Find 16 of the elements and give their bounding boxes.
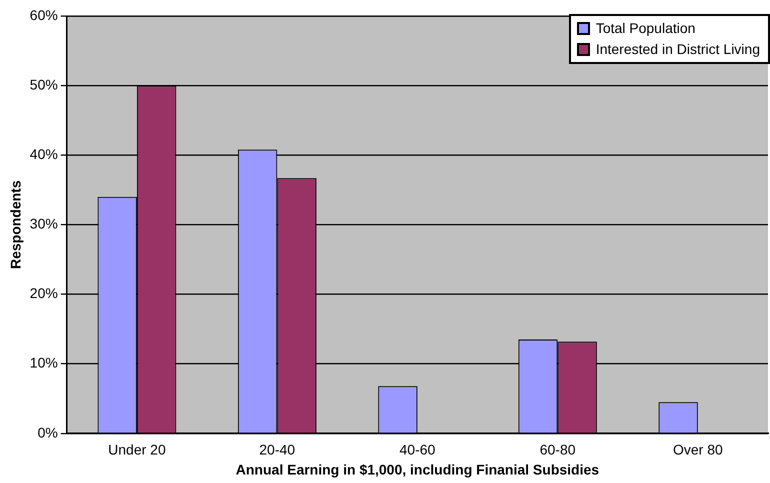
x-tick-label: 40-60: [400, 442, 436, 458]
y-tick-label: 0%: [38, 424, 58, 440]
y-tick-label: 20%: [30, 285, 58, 302]
y-tick-label: 30%: [30, 216, 58, 232]
y-tick-label: 50%: [30, 76, 58, 92]
legend-label: Total Population: [596, 19, 696, 38]
x-tick-label: Under 20: [108, 442, 166, 458]
x-axis-title: Annual Earning in $1,000, including Finanial Subsidies: [236, 461, 600, 478]
y-axis-title: Respondents: [7, 180, 24, 270]
legend-label: Interested in District Living: [596, 40, 760, 59]
y-tick-label: 60%: [30, 6, 58, 23]
x-tick-label: Over 80: [672, 442, 723, 458]
x-tick-label: 20-40: [259, 442, 296, 458]
y-tick-label: 40%: [30, 146, 58, 162]
y-tick-label: 10%: [30, 354, 58, 371]
x-tick-label: 60-80: [540, 442, 576, 458]
